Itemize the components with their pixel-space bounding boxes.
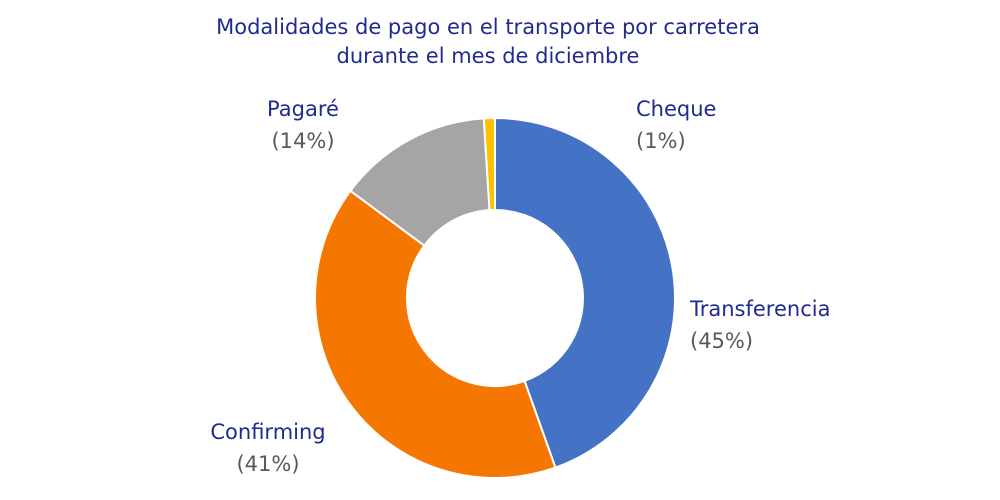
slice-pagare [348,117,491,248]
slice-label: Pagaré [267,97,339,121]
slice-label: Cheque [636,97,716,121]
slice-label: Confirming [210,420,325,444]
slice-confirming [314,189,557,479]
slice-label: Transferencia [689,297,830,321]
slice-cheque [482,116,496,212]
slice-percent-label: (1%) [636,129,686,153]
donut-slices [314,116,676,479]
slice-transferencia [494,116,676,469]
slice-labels: Transferencia (45%) Confirming (41%) Pagaré (… [210,97,830,476]
slice-percent-label: (41%) [236,452,299,476]
slice-percent-label: (45%) [690,329,753,353]
slice-percent-label: (14%) [271,129,334,153]
chart-title-line-1: Modalidades de pago en el transporte por… [216,15,760,39]
chart-title-line-2: durante el mes de diciembre [337,44,640,68]
